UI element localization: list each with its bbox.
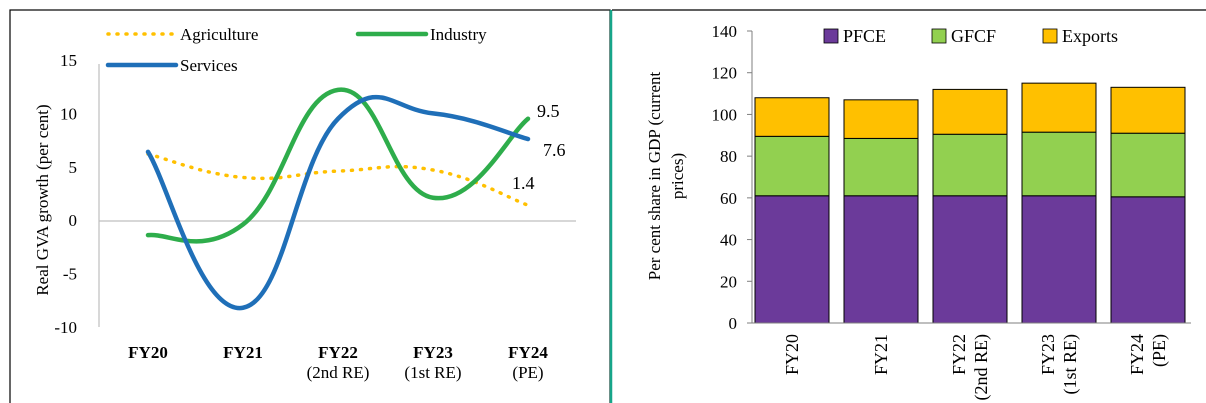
line-chart-x-tick-label: FY21 [223,343,263,362]
stacked-bar-chart: Per cent share in GDP (current prices) 0… [645,22,1191,401]
legend-label-exports: Exports [1062,26,1118,46]
bar-chart-y-tick-label: 140 [712,22,738,41]
bar-segment-exports [1021,82,1097,133]
end-label-industry: 9.5 [537,101,560,121]
bar-segment-exports [754,97,830,137]
bar-chart-x-tick-label: FY23 [1038,334,1058,375]
end-label-services: 7.6 [543,140,566,160]
bar-chart-y-tick-label: 20 [720,272,737,291]
bar-segment-pfce [1021,195,1097,324]
line-chart-x-tick-label: (PE) [512,363,543,382]
bar-chart-y-tick-label: 40 [720,231,737,250]
bar-chart-y-tick-label: 120 [712,64,738,83]
bar-segment-gfcf [1110,132,1186,198]
legend-label-pfce: PFCE [843,26,886,46]
line-chart-ylabel: Real GVA growth (per cent) [33,104,52,295]
series-line-services [145,94,531,311]
bar-segment-pfce [843,195,919,324]
line-chart-y-tick-label: -5 [63,265,77,284]
bar-segment-pfce [932,195,1008,324]
line-chart-y-tick-label: 0 [69,211,78,230]
bar-chart-x-tick-label: FY22 [949,334,969,375]
legend-swatch-gfcf [931,28,947,44]
bar-chart-y-tick-label: 60 [720,189,737,208]
line-chart-x-tick-label: (2nd RE) [307,363,370,382]
bar-segment-exports [843,99,919,139]
legend-label-industry: Industry [430,25,487,44]
bar-segment-gfcf [932,133,1008,197]
bar-chart-x-tick-label: FY24 [1127,334,1147,375]
line-chart-y-tick-label: 15 [60,51,77,70]
bar-chart-x-tick-label: (2nd RE) [971,334,992,401]
bar-chart-x-tick-label: FY21 [871,334,891,375]
legend-label-services: Services [180,56,238,75]
bar-chart-y-tick-label: 0 [729,314,738,333]
bar-segment-gfcf [843,137,919,197]
bar-chart-x-tick-label: (1st RE) [1060,334,1081,395]
line-chart-x-tick-label: FY23 [413,343,453,362]
line-chart-x-tick-label: FY24 [508,343,548,362]
line-chart-x-tick-label: FY22 [318,343,358,362]
bar-segment-pfce [754,195,830,324]
bar-segment-pfce [1110,196,1186,324]
line-chart-y-tick-label: -10 [54,318,77,337]
bar-chart-ylabel-line-2: prices) [668,153,687,199]
bar-segment-exports [1110,86,1186,134]
bar-segment-gfcf [1021,131,1097,197]
line-chart: Real GVA growth (per cent) 15 10 5 0 -5 -10 F… [33,25,576,382]
line-chart-y-tick-label: 10 [60,104,77,123]
series-line-industry [145,87,531,244]
series-line-agriculture [146,152,530,207]
bar-chart-y-tick-label: 100 [712,105,738,124]
bar-chart-x-tick-label: FY20 [782,334,802,375]
bar-chart-x-tick-label: (PE) [1149,334,1170,367]
bar-chart-ylabel-line-1: Per cent share in GDP (current [645,71,664,280]
line-chart-x-tick-label: (1st RE) [404,363,461,382]
bar-segment-gfcf [754,135,830,197]
bar-segment-exports [932,88,1008,135]
legend-swatch-pfce [823,28,839,44]
legend-label-agriculture: Agriculture [180,25,258,44]
end-label-agriculture: 1.4 [512,173,535,193]
legend-swatch-exports [1042,28,1058,44]
legend-label-gfcf: GFCF [951,26,996,46]
line-chart-y-tick-label: 5 [69,158,78,177]
bar-chart-y-tick-label: 80 [720,147,737,166]
line-chart-x-tick-label: FY20 [128,343,168,362]
